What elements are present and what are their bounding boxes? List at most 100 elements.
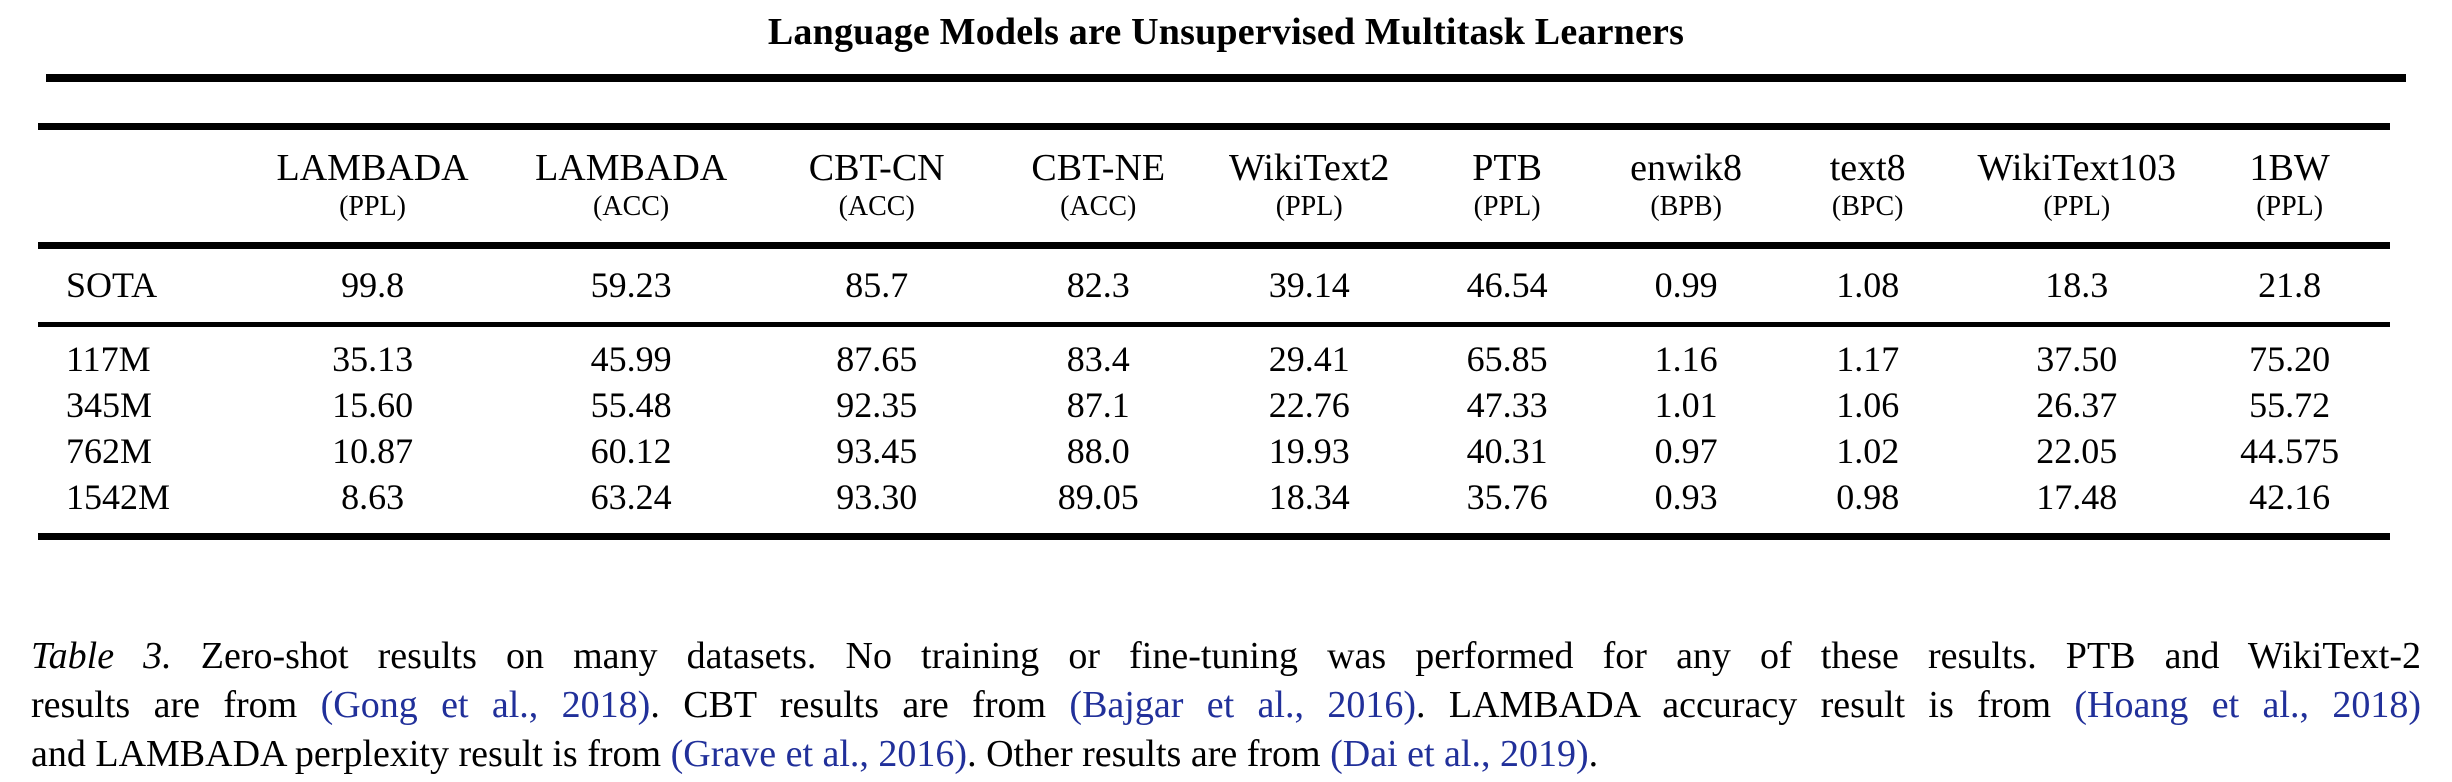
caption-text: Zero-shot results on many datasets. No t… bbox=[171, 635, 2421, 677]
metric-cell: 8.63 bbox=[341, 477, 405, 517]
row-label: 762M bbox=[66, 431, 153, 471]
citation-link[interactable]: (Gong et al., 2018) bbox=[320, 684, 651, 726]
metric-cell: 39.14 bbox=[1268, 265, 1350, 305]
caption-text: results are from bbox=[31, 684, 321, 726]
column-header: WikiText2 bbox=[1228, 147, 1390, 189]
results-table: LAMBADA LAMBADA CBT-CN CBT-NE WikiText2 PTB en… bbox=[38, 123, 2390, 540]
row-label: SOTA bbox=[66, 265, 158, 305]
column-unit: (PPL) bbox=[1473, 191, 1541, 222]
metric-cell: 65.85 bbox=[1466, 339, 1548, 379]
metric-cell: 18.3 bbox=[2045, 265, 2109, 305]
metric-cell: 22.05 bbox=[2036, 431, 2118, 471]
header-corner bbox=[38, 190, 245, 246]
column-unit: (PPL) bbox=[1275, 191, 1343, 222]
row-label: 345M bbox=[66, 385, 153, 425]
model-row: 762M 10.87 60.12 93.45 88.0 19.93 40.31 0.97 1.0… bbox=[38, 428, 2390, 474]
metric-cell: 47.33 bbox=[1466, 385, 1548, 425]
model-row: 117M 35.13 45.99 87.65 83.4 29.41 65.85 1.16 1.1… bbox=[38, 325, 2390, 383]
header-names-row: LAMBADA LAMBADA CBT-CN CBT-NE WikiText2 PTB en… bbox=[38, 127, 2390, 191]
header-rule bbox=[46, 74, 2406, 82]
citation-link[interactable]: (Dai et al., 2019) bbox=[1330, 733, 1589, 775]
metric-cell: 87.65 bbox=[836, 339, 918, 379]
caption-table-label: Table 3. bbox=[31, 635, 172, 677]
column-header: WikiText103 bbox=[1977, 147, 2176, 189]
metric-cell: 0.98 bbox=[1836, 477, 1900, 517]
metric-cell: 87.1 bbox=[1066, 385, 1130, 425]
metric-cell: 37.50 bbox=[2036, 339, 2118, 379]
metric-cell: 45.99 bbox=[590, 339, 672, 379]
metric-cell: 1.08 bbox=[1836, 265, 1900, 305]
metric-cell: 99.8 bbox=[341, 265, 405, 305]
column-unit: (ACC) bbox=[1060, 191, 1137, 222]
metric-cell: 19.93 bbox=[1268, 431, 1350, 471]
metric-cell: 0.93 bbox=[1654, 477, 1718, 517]
metric-cell: 35.76 bbox=[1466, 477, 1548, 517]
metric-cell: 1.16 bbox=[1654, 339, 1718, 379]
metric-cell: 15.60 bbox=[332, 385, 414, 425]
metric-cell: 93.45 bbox=[836, 431, 918, 471]
metric-cell: 35.13 bbox=[332, 339, 414, 379]
caption-line: results are from (Gong et al., 2018). CB… bbox=[31, 681, 2421, 730]
metric-cell: 55.72 bbox=[2249, 385, 2331, 425]
column-unit: (PPL) bbox=[2256, 191, 2324, 222]
column-header: enwik8 bbox=[1630, 147, 1743, 189]
caption-text: . Other results are from bbox=[967, 733, 1331, 775]
metric-cell: 26.37 bbox=[2036, 385, 2118, 425]
metric-cell: 60.12 bbox=[590, 431, 672, 471]
column-header: LAMBADA bbox=[276, 147, 469, 189]
column-unit: (ACC) bbox=[593, 191, 670, 222]
column-unit: (BPC) bbox=[1831, 191, 1904, 222]
column-unit: (ACC) bbox=[838, 191, 915, 222]
metric-cell: 10.87 bbox=[332, 431, 414, 471]
metric-cell: 55.48 bbox=[590, 385, 672, 425]
metric-cell: 83.4 bbox=[1066, 339, 1130, 379]
metric-cell: 17.48 bbox=[2036, 477, 2118, 517]
metric-cell: 46.54 bbox=[1466, 265, 1548, 305]
caption-line: and LAMBADA perplexity result is from (G… bbox=[31, 730, 2421, 779]
caption-text: and LAMBADA perplexity result is from bbox=[31, 733, 671, 775]
metric-cell: 0.97 bbox=[1654, 431, 1718, 471]
model-row: 1542M 8.63 63.24 93.30 89.05 18.34 35.76 0.93 0.… bbox=[38, 474, 2390, 537]
row-label: 117M bbox=[66, 339, 151, 379]
metric-cell: 1.02 bbox=[1836, 431, 1900, 471]
column-header: CBT-NE bbox=[1031, 147, 1166, 189]
header-units-row: (PPL) (ACC) (ACC) (ACC) (PPL) (PPL) (BPB) (BPC)… bbox=[38, 190, 2390, 246]
metric-cell: 29.41 bbox=[1268, 339, 1350, 379]
metric-cell: 89.05 bbox=[1057, 477, 1139, 517]
column-header: LAMBADA bbox=[535, 147, 728, 189]
column-unit: (PPL) bbox=[2043, 191, 2111, 222]
caption-text: . bbox=[1588, 733, 1599, 775]
table-caption: Table 3. Zero-shot results on many datas… bbox=[31, 632, 2421, 779]
metric-cell: 22.76 bbox=[1268, 385, 1350, 425]
metric-cell: 1.06 bbox=[1836, 385, 1900, 425]
metric-cell: 18.34 bbox=[1268, 477, 1350, 517]
model-row: 345M 15.60 55.48 92.35 87.1 22.76 47.33 1.01 1.0… bbox=[38, 382, 2390, 428]
metric-cell: 82.3 bbox=[1066, 265, 1130, 305]
caption-text: . LAMBADA accuracy result is from bbox=[1416, 684, 2075, 726]
caption-text: . CBT results are from bbox=[650, 684, 1070, 726]
column-header: PTB bbox=[1472, 147, 1542, 189]
citation-link[interactable]: (Bajgar et al., 2016) bbox=[1069, 684, 1416, 726]
metric-cell: 44.575 bbox=[2240, 431, 2340, 471]
metric-cell: 1.01 bbox=[1654, 385, 1718, 425]
metric-cell: 21.8 bbox=[2258, 265, 2322, 305]
caption-line: Table 3. Zero-shot results on many datas… bbox=[31, 632, 2421, 681]
column-unit: (PPL) bbox=[339, 191, 407, 222]
column-header: text8 bbox=[1829, 147, 1906, 189]
metric-cell: 88.0 bbox=[1066, 431, 1130, 471]
table-header: LAMBADA LAMBADA CBT-CN CBT-NE WikiText2 PTB en… bbox=[38, 127, 2390, 246]
metric-cell: 42.16 bbox=[2249, 477, 2331, 517]
models-section: 117M 35.13 45.99 87.65 83.4 29.41 65.85 1.16 1.1… bbox=[38, 325, 2390, 537]
metric-cell: 40.31 bbox=[1466, 431, 1548, 471]
metric-cell: 59.23 bbox=[590, 265, 672, 305]
citation-link[interactable]: (Grave et al., 2016) bbox=[670, 733, 968, 775]
row-label: 1542M bbox=[66, 477, 171, 517]
column-header: CBT-CN bbox=[808, 147, 945, 189]
metric-cell: 92.35 bbox=[836, 385, 918, 425]
citation-link[interactable]: (Hoang et al., 2018) bbox=[2074, 684, 2422, 726]
metric-cell: 75.20 bbox=[2249, 339, 2331, 379]
sota-row: SOTA 99.8 59.23 85.7 82.3 39.14 46.54 0.99 1.08 1… bbox=[38, 246, 2390, 325]
sota-section: SOTA 99.8 59.23 85.7 82.3 39.14 46.54 0.99 1.08 1… bbox=[38, 246, 2390, 325]
column-unit: (BPB) bbox=[1650, 191, 1722, 222]
running-title: Language Models are Unsupervised Multita… bbox=[767, 11, 1685, 53]
